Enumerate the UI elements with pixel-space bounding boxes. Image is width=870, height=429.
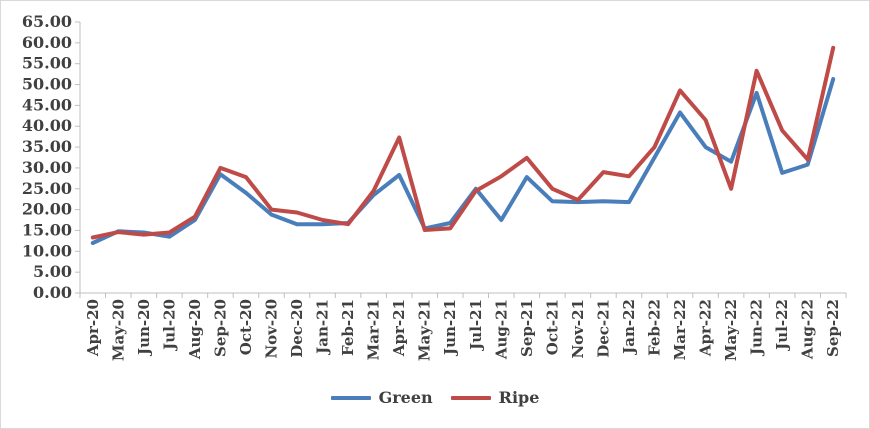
y-tick-label: 50.00 [22, 75, 72, 94]
x-tick-label: Sep-22 [824, 299, 842, 357]
legend: Green Ripe [0, 388, 870, 407]
x-tick-label: Aug-20 [186, 299, 204, 360]
y-tick-label: 60.00 [22, 33, 72, 52]
x-tick-label: Sep-20 [211, 299, 229, 357]
legend-label-ripe: Ripe [498, 388, 540, 407]
legend-swatch-green [330, 395, 371, 400]
y-tick-label: 15.00 [22, 220, 72, 239]
x-tick-label: Dec-20 [288, 299, 306, 358]
x-tick-label: Aug-22 [799, 299, 817, 360]
x-tick-label: Feb-22 [646, 299, 664, 356]
x-tick-label: May-20 [109, 299, 127, 361]
series-line-ripe [90, 45, 836, 240]
x-tick-label: Feb-21 [339, 299, 357, 356]
x-tick-label: Apr-22 [697, 299, 715, 357]
y-tick-label: 30.00 [22, 158, 72, 177]
x-tick-label: May-21 [416, 299, 434, 361]
y-tick-label: 0.00 [33, 283, 72, 302]
x-tick-label: May-22 [722, 299, 740, 361]
y-tick-label: 55.00 [22, 54, 72, 73]
x-tick-label: Mar-21 [365, 299, 383, 360]
x-tick-label: Sep-21 [518, 299, 536, 357]
x-tick-label: Jun-20 [135, 299, 153, 357]
y-tick-label: 65.00 [22, 12, 72, 31]
y-tick-label: 45.00 [22, 95, 72, 114]
y-tick-label: 25.00 [22, 179, 72, 198]
x-tick-label: Jul-20 [160, 299, 178, 352]
x-tick-label: Nov-21 [569, 299, 587, 359]
x-tick-label: Jun-22 [748, 299, 766, 357]
x-tick-label: Jan-22 [620, 299, 638, 356]
y-tick-label: 40.00 [22, 116, 72, 135]
x-tick-label: Apr-21 [390, 299, 408, 357]
legend-item-ripe: Ripe [450, 388, 540, 407]
x-tick-label: Aug-21 [492, 299, 510, 360]
legend-label-green: Green [378, 388, 433, 407]
legend-swatch-ripe [450, 395, 491, 400]
x-tick-label: Jul-22 [773, 299, 791, 352]
x-tick-label: Jul-21 [467, 299, 485, 352]
y-tick-label: 35.00 [22, 137, 72, 156]
x-tick-label: Oct-20 [237, 299, 255, 355]
x-tick-label: Mar-22 [671, 299, 689, 360]
legend-item-green: Green [330, 388, 433, 407]
series-line-green [90, 77, 836, 245]
x-tick-label: Jun-21 [441, 299, 459, 357]
x-tick-label: Oct-21 [543, 299, 561, 355]
y-tick-label: 10.00 [22, 241, 72, 260]
x-tick-label: Jan-21 [314, 299, 332, 356]
x-tick-label: Nov-20 [263, 299, 281, 359]
y-tick-label: 20.00 [22, 200, 72, 219]
x-tick-label: Apr-20 [84, 299, 102, 357]
x-tick-label: Dec-21 [594, 299, 612, 358]
y-tick-label: 5.00 [33, 262, 72, 281]
